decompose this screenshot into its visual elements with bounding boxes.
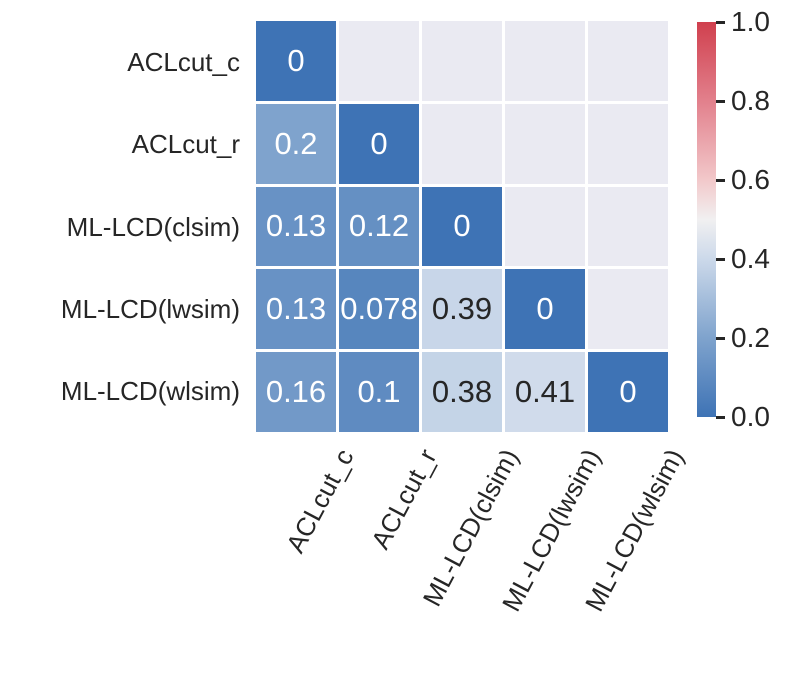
colorbar-tick-label: 0.4	[731, 243, 770, 274]
y-tick-label: ML-LCD(lwsim)	[60, 293, 240, 324]
heatmap-cell-masked	[422, 103, 502, 184]
y-tick-label: ML-LCD(wlsim)	[60, 375, 240, 406]
heatmap-cell-masked	[588, 21, 668, 101]
heatmap-cell-masked	[422, 21, 502, 101]
colorbar	[697, 22, 716, 417]
colorbar-tick-label: 1.0	[731, 6, 770, 37]
heatmap-cell-masked	[339, 21, 419, 101]
heatmap-cell: 0.12	[339, 186, 419, 267]
heatmap-cell: 0	[256, 21, 336, 101]
y-tick-label: ACLcut_c	[127, 47, 240, 78]
heatmap-cell-masked	[588, 103, 668, 184]
heatmap-cell-masked	[505, 21, 585, 101]
heatmap-cell: 0.41	[505, 352, 585, 432]
heatmap-cell: 0.078	[339, 269, 419, 350]
x-tick-label: ACLcut_c	[280, 444, 360, 558]
heatmap-cell: 0.2	[256, 103, 336, 184]
colorbar-tick-label: 0.0	[731, 401, 770, 432]
heatmap-cell: 0	[588, 352, 668, 432]
heatmap-cell-masked	[505, 103, 585, 184]
colorbar-tick-mark	[716, 257, 725, 261]
colorbar-tick-mark	[716, 336, 725, 340]
heatmap-cell: 0	[505, 269, 585, 350]
colorbar-tick-label: 0.8	[731, 85, 770, 116]
heatmap-cell: 0.38	[422, 352, 502, 432]
heatmap-grid: 0 0.2 0 0.13 0.12 0 0.13 0.078 0.39 0 0.16 0.1 0.38 0…	[256, 21, 668, 432]
heatmap-cell: 0.16	[256, 352, 336, 432]
heatmap-cell: 0	[422, 186, 502, 267]
heatmap-cell: 0.1	[339, 352, 419, 432]
heatmap-cell-masked	[505, 186, 585, 267]
heatmap-cell: 0.13	[256, 269, 336, 350]
y-tick-label: ML-LCD(clsim)	[66, 211, 240, 242]
colorbar-tick-mark	[716, 415, 725, 419]
heatmap-cell: 0	[339, 103, 419, 184]
heatmap-cell-masked	[588, 269, 668, 350]
colorbar-tick-mark	[716, 20, 725, 24]
heatmap-cell: 0.39	[422, 269, 502, 350]
colorbar-tick-mark	[716, 178, 725, 182]
colorbar-tick-label: 0.2	[731, 322, 770, 353]
y-tick-label: ACLcut_r	[131, 129, 240, 160]
colorbar-tick-mark	[716, 99, 725, 103]
heatmap-cell: 0.13	[256, 186, 336, 267]
colorbar-tick-label: 0.6	[731, 164, 770, 195]
heatmap-cell-masked	[588, 186, 668, 267]
x-tick-label: ACLcut_r	[364, 444, 443, 554]
